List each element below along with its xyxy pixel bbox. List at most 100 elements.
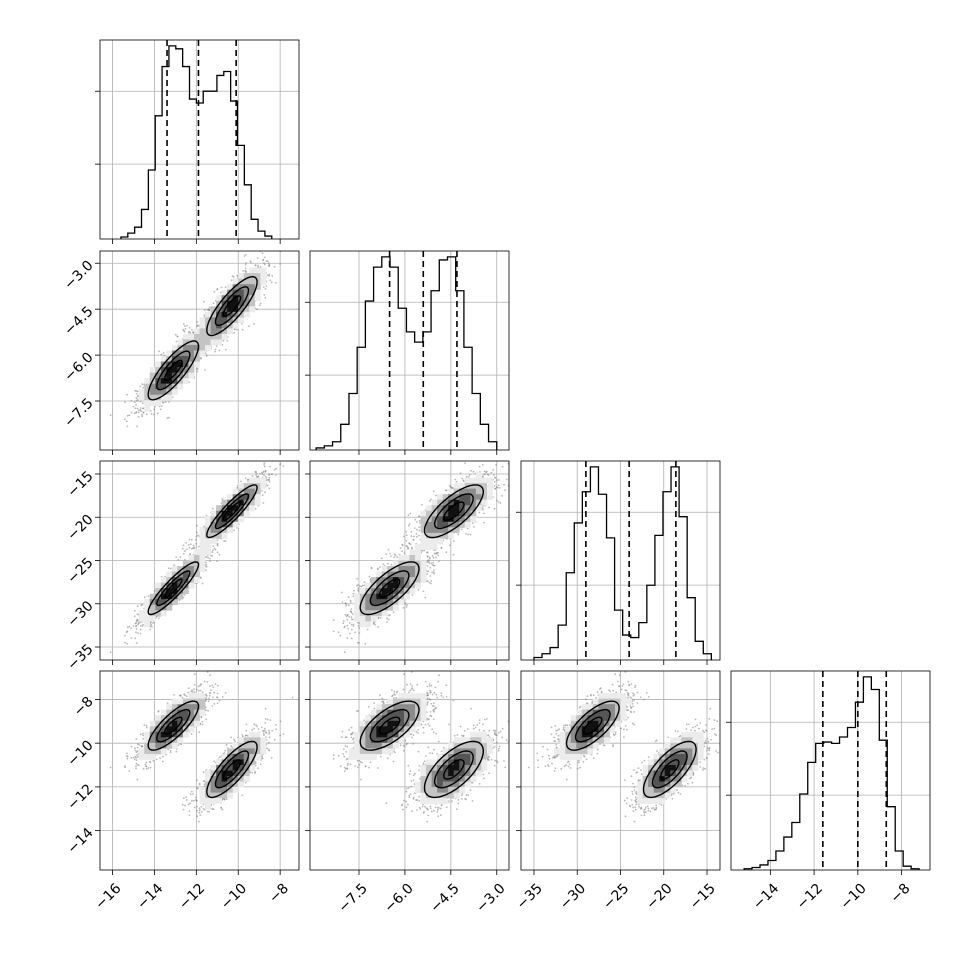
sample-point <box>259 472 261 475</box>
sample-point <box>275 474 277 476</box>
sample-point <box>349 601 352 603</box>
density-cell <box>581 715 588 722</box>
density-cell <box>177 582 184 589</box>
sample-point <box>694 725 697 728</box>
sample-point <box>624 671 627 673</box>
sample-point <box>412 539 415 541</box>
sample-point <box>632 699 635 701</box>
sample-point <box>487 734 490 737</box>
density-cell <box>409 588 416 595</box>
sample-point <box>200 683 203 685</box>
sample-point <box>405 790 408 793</box>
density-cell <box>659 748 666 755</box>
density-cell <box>205 521 211 528</box>
density-cell <box>359 726 366 733</box>
sample-point <box>132 405 135 408</box>
density-cell <box>365 610 372 617</box>
sample-point <box>421 503 423 506</box>
density-cell <box>138 610 145 617</box>
y-tick-label: −6.0 <box>61 349 96 384</box>
sample-point <box>497 749 500 752</box>
sample-point <box>263 294 266 296</box>
density-cell <box>403 560 410 567</box>
sample-point <box>209 674 212 677</box>
density-cell <box>359 720 366 727</box>
sample-point <box>255 470 257 473</box>
sample-point <box>705 742 707 744</box>
density-cell <box>149 372 156 379</box>
sample-point <box>256 257 259 259</box>
density-cell <box>387 604 394 611</box>
sample-point <box>656 750 658 752</box>
sample-point <box>193 547 196 549</box>
sample-point <box>244 735 247 737</box>
sample-point <box>492 469 495 471</box>
sample-point <box>429 575 432 577</box>
sample-point <box>433 564 436 567</box>
sample-point <box>230 745 233 747</box>
sample-point <box>188 814 191 817</box>
sample-point <box>205 563 208 566</box>
density-cell <box>254 477 261 484</box>
density-cell <box>570 720 577 727</box>
sample-point <box>445 551 448 554</box>
density-cell <box>442 787 449 794</box>
density-cell <box>171 344 178 351</box>
sample-point <box>467 794 470 796</box>
sample-point <box>348 622 351 624</box>
sample-point <box>467 475 470 478</box>
sample-point <box>504 489 506 492</box>
sample-point <box>255 475 258 478</box>
sample-point <box>174 333 177 336</box>
density-cell <box>155 593 162 600</box>
density-cell <box>470 516 477 523</box>
sample-point <box>193 806 196 809</box>
density-cell <box>243 776 250 782</box>
panel-frame <box>309 250 510 451</box>
sample-point <box>638 805 640 808</box>
sample-point <box>562 726 565 729</box>
density-cell <box>193 560 200 567</box>
sample-point <box>196 815 199 818</box>
sample-point <box>216 684 219 687</box>
sample-point <box>218 349 221 352</box>
contour-mode-1-level-1 <box>164 578 183 598</box>
sample-point <box>364 642 367 645</box>
density-cell <box>199 704 206 711</box>
sample-point <box>196 524 198 527</box>
density-cell <box>420 709 427 716</box>
sample-point <box>636 691 639 694</box>
density-cell <box>403 693 410 700</box>
sample-point <box>709 707 712 710</box>
sample-point <box>692 773 695 775</box>
density-cell <box>620 709 627 716</box>
density-cell <box>171 566 178 572</box>
density-cell <box>138 615 145 622</box>
sample-point <box>213 547 216 550</box>
density-cell <box>448 505 455 512</box>
density-cell <box>464 737 471 744</box>
density-cell <box>453 787 460 794</box>
density-cell <box>570 748 577 755</box>
sample-point <box>495 479 498 481</box>
density-cell <box>249 306 256 313</box>
sample-point <box>160 353 163 356</box>
density-cell <box>210 328 217 335</box>
density-cell <box>171 698 178 705</box>
sample-point <box>383 702 385 705</box>
sample-point <box>412 734 415 736</box>
sample-point <box>579 705 582 708</box>
density-cell <box>182 339 189 346</box>
density-cell <box>243 737 250 744</box>
density-cell <box>238 306 245 313</box>
sample-point <box>275 728 277 730</box>
density-cell <box>420 781 427 788</box>
sample-point <box>418 799 421 802</box>
sample-point <box>356 759 359 762</box>
density-cell <box>221 333 228 340</box>
sample-point <box>169 751 172 754</box>
sample-point <box>488 772 490 774</box>
density-cell <box>420 792 427 799</box>
density-cell <box>260 278 267 285</box>
scatter-points <box>109 251 282 428</box>
